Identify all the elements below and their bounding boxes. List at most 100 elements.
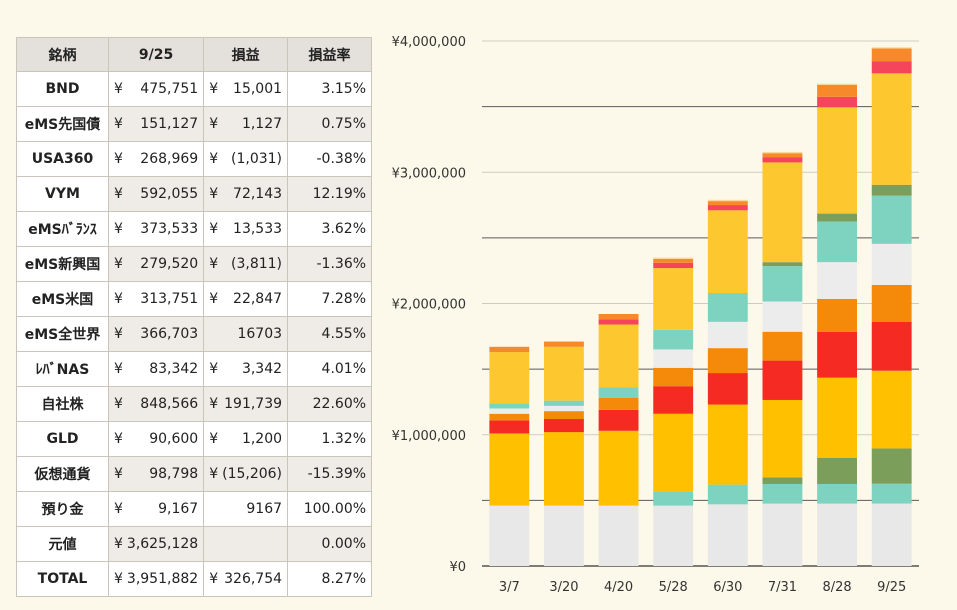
x-tick-label: 5/28 — [659, 580, 688, 595]
yen-symbol: ¥ — [209, 116, 219, 132]
table-row: 預り金 ¥9,167 9167 100.00% — [16, 491, 373, 527]
holding-pnl-amount: 9167 — [246, 501, 283, 517]
holding-name: 仮想通貨 — [16, 456, 109, 492]
yen-symbol: ¥ — [114, 186, 123, 202]
bar-segment — [871, 370, 912, 449]
bar-segment — [598, 324, 639, 388]
bar-segment — [762, 483, 803, 504]
yen-symbol: ¥ — [209, 431, 219, 447]
holding-rate: 3.15% — [287, 71, 373, 107]
holding-pnl: ¥15,001 — [203, 71, 289, 107]
bar-segment — [598, 505, 639, 566]
holding-name: eMS全世界 — [16, 316, 109, 352]
bar-segment — [543, 346, 584, 401]
holding-value: ¥475,751 — [107, 71, 205, 107]
bar-segment — [489, 420, 530, 434]
bar-segment — [598, 314, 639, 320]
yen-symbol: ¥ — [209, 221, 219, 237]
holding-rate: 3.62% — [287, 211, 373, 247]
bar-segment — [817, 298, 858, 332]
holding-value: ¥366,703 — [107, 316, 205, 352]
bar-segment — [871, 284, 912, 322]
bar-segment — [707, 404, 748, 485]
bar-segment — [762, 503, 803, 566]
table-row: ﾚﾊﾞNAS ¥83,342 ¥3,342 4.01% — [16, 351, 373, 387]
holding-value-amount: 592,055 — [140, 186, 199, 202]
holding-pnl-amount: (3,811) — [231, 256, 283, 272]
yen-symbol: ¥ — [114, 256, 123, 272]
holding-name: eMS新興国 — [16, 246, 109, 282]
bar-segment — [817, 96, 858, 108]
bar-segment — [817, 503, 858, 566]
table-header-row: 銘柄 9/25 損益 損益率 — [16, 37, 373, 72]
holding-value: ¥90,600 — [107, 421, 205, 457]
holding-value-amount: 3,625,128 — [126, 536, 199, 552]
bar-segment — [707, 484, 748, 505]
yen-symbol: ¥ — [114, 221, 123, 237]
table-row: GLD ¥90,600 ¥1,200 1.32% — [16, 421, 373, 457]
holding-pnl-amount: 326,754 — [224, 571, 283, 587]
yen-symbol: ¥ — [114, 326, 123, 342]
holding-rate: 4.01% — [287, 351, 373, 387]
holding-value: ¥3,951,882 — [107, 561, 205, 597]
holding-rate: 12.19% — [287, 176, 373, 212]
holding-value: ¥848,566 — [107, 386, 205, 422]
holding-value: ¥83,342 — [107, 351, 205, 387]
bar-segment — [598, 319, 639, 325]
bar-segment — [653, 367, 694, 387]
holding-rate: -1.36% — [287, 246, 373, 282]
bar-segment — [543, 341, 584, 347]
bar-segment — [707, 205, 748, 211]
bar-segment — [871, 73, 912, 185]
yen-symbol: ¥ — [209, 151, 219, 167]
table-row: TOTAL ¥3,951,882 ¥326,754 8.27% — [16, 561, 373, 597]
table-body: BND ¥475,751 ¥15,001 3.15% eMS先国債 ¥151,127 ¥1,… — [16, 71, 373, 597]
holding-name: eMSﾊﾞﾗﾝｽ — [16, 211, 109, 247]
holding-value: ¥3,625,128 — [107, 526, 205, 562]
holding-value: ¥592,055 — [107, 176, 205, 212]
holding-pnl-amount: 13,533 — [233, 221, 283, 237]
table-row: 元値 ¥3,625,128 0.00% — [16, 526, 373, 562]
holding-pnl: ¥1,200 — [203, 421, 289, 457]
holding-rate: 4.55% — [287, 316, 373, 352]
holding-value: ¥313,751 — [107, 281, 205, 317]
holdings-table: 銘柄 9/25 損益 損益率 BND ¥475,751 ¥15,001 3.15% eM… — [16, 37, 373, 597]
yen-symbol: ¥ — [209, 361, 219, 377]
x-tick-label: 6/30 — [713, 580, 742, 595]
bar-segment — [762, 262, 803, 267]
bar-segment — [762, 399, 803, 478]
bar-segment — [762, 157, 803, 163]
bar-segment — [871, 61, 912, 74]
bar-segment — [762, 301, 803, 332]
bar-segment — [653, 505, 694, 566]
holding-pnl-amount: 1,127 — [241, 116, 283, 132]
bar-segment — [598, 409, 639, 431]
holding-value: ¥373,533 — [107, 211, 205, 247]
holding-value-amount: 366,703 — [140, 326, 199, 342]
holding-name: 自社株 — [16, 386, 109, 422]
bar-segment — [489, 352, 530, 404]
bar-segment — [653, 268, 694, 330]
x-tick-label: 3/7 — [499, 580, 520, 595]
bar-segment — [817, 213, 858, 222]
holding-value-amount: 313,751 — [140, 291, 199, 307]
holding-value-amount: 3,951,882 — [126, 571, 199, 587]
bar-segment — [707, 373, 748, 405]
yen-symbol: ¥ — [114, 396, 123, 412]
bar-segment — [817, 83, 858, 85]
bar-segment — [543, 432, 584, 506]
bar-segment — [598, 430, 639, 506]
yen-symbol: ¥ — [209, 256, 219, 272]
bar-segment — [707, 348, 748, 374]
bar-segment — [817, 221, 858, 263]
bar-segment — [762, 477, 803, 484]
holding-rate: 8.27% — [287, 561, 373, 597]
bar-segment — [871, 47, 912, 49]
y-tick-label: ¥3,000,000 — [392, 166, 466, 181]
holding-pnl: ¥ (15,206) — [203, 456, 289, 492]
holding-value-amount: 98,798 — [149, 466, 199, 482]
bar-segment — [817, 262, 858, 299]
holding-pnl: ¥1,127 — [203, 106, 289, 142]
holding-value-amount: 373,533 — [140, 221, 199, 237]
y-tick-label: ¥1,000,000 — [392, 429, 466, 444]
